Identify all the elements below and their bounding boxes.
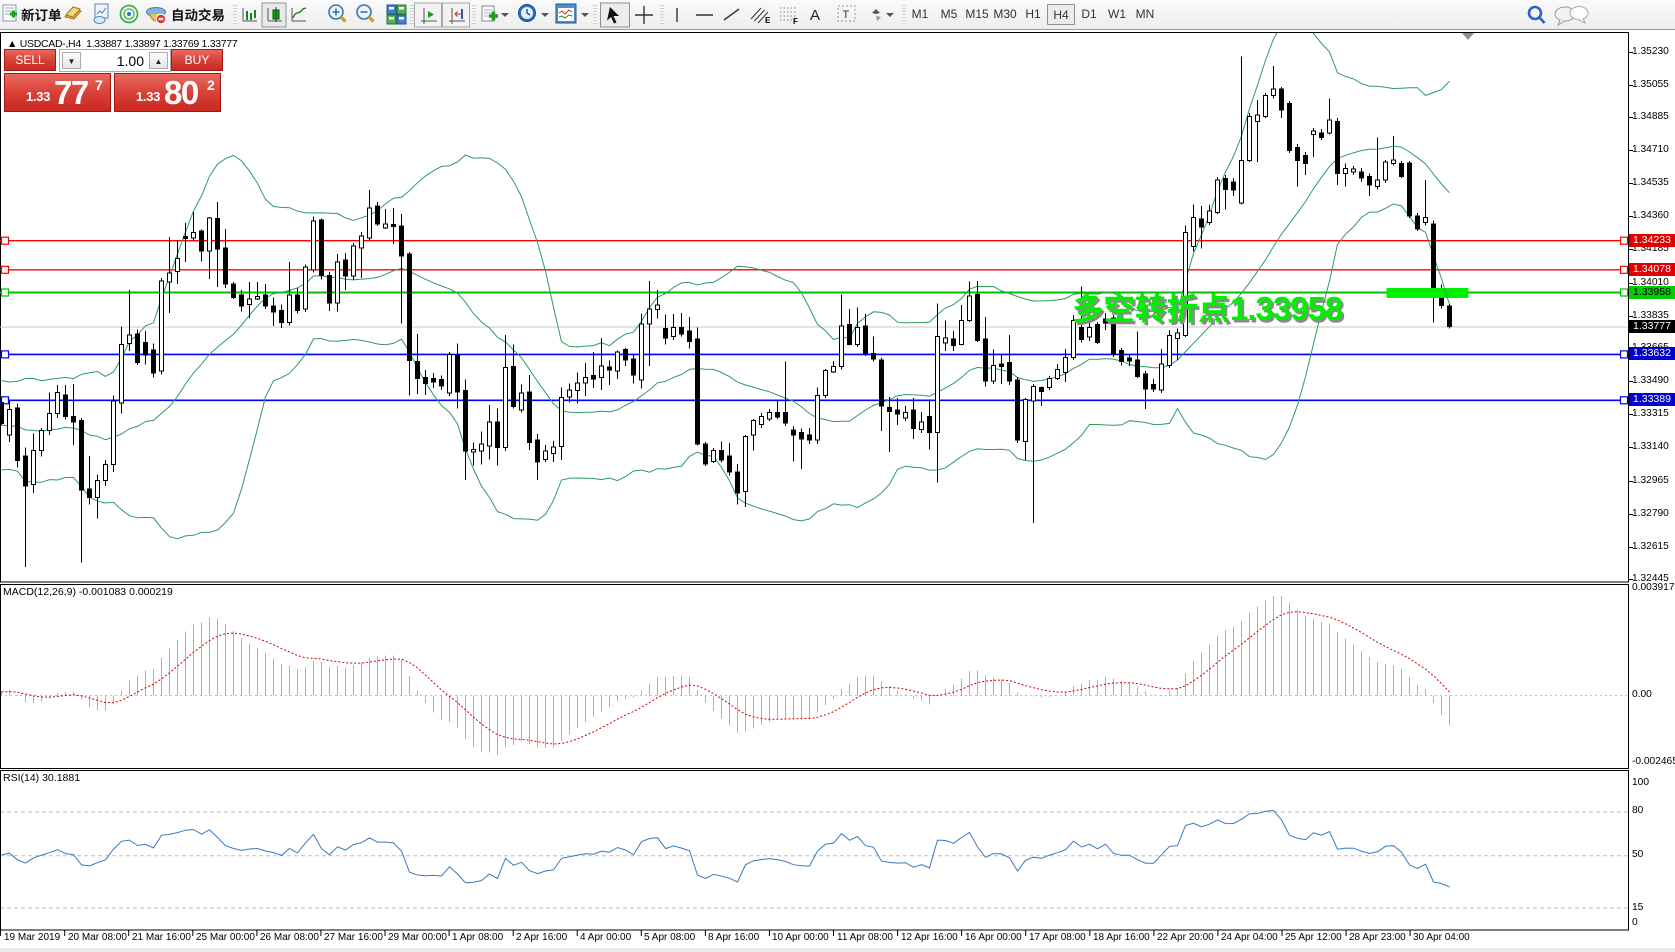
svg-text:T: T (843, 9, 850, 21)
svg-text:1.33958: 1.33958 (1230, 290, 1343, 327)
svg-text:1.33958: 1.33958 (1232, 293, 1345, 330)
svg-text:F: F (793, 17, 798, 26)
svg-text:E: E (765, 16, 771, 25)
svg-text:A: A (810, 7, 820, 24)
